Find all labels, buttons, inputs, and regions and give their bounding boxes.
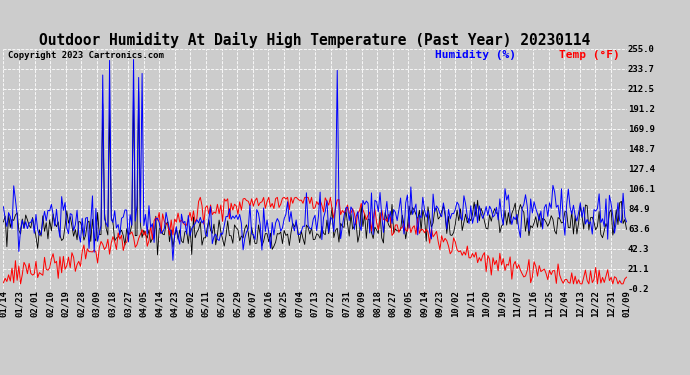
Title: Outdoor Humidity At Daily High Temperature (Past Year) 20230114: Outdoor Humidity At Daily High Temperatu… (39, 32, 591, 48)
Text: Copyright 2023 Cartronics.com: Copyright 2023 Cartronics.com (8, 51, 164, 60)
Text: Temp (°F): Temp (°F) (559, 50, 620, 60)
Text: Humidity (%): Humidity (%) (435, 50, 515, 60)
